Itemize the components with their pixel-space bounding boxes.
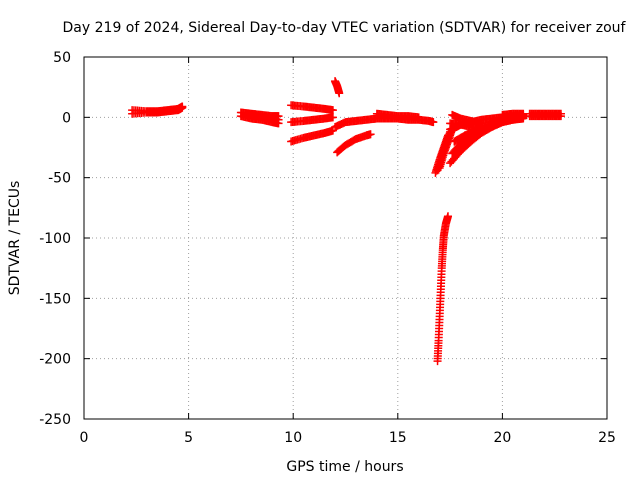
y-tick-label: -150 (39, 291, 71, 307)
y-tick-label: -50 (48, 171, 71, 187)
data-point (328, 106, 337, 115)
x-tick-label: 5 (184, 430, 193, 446)
data-point (335, 89, 344, 98)
x-tick-label: 25 (598, 430, 616, 446)
data-points (128, 77, 565, 366)
y-tick-label: -250 (39, 412, 71, 428)
y-tick-label: 50 (53, 50, 71, 66)
data-point (328, 113, 337, 122)
data-point (366, 130, 375, 139)
x-tick-label: 20 (493, 430, 511, 446)
x-tick-label: 15 (389, 430, 407, 446)
y-axis-label: SDTVAR / TECUs (7, 181, 23, 296)
x-axis-label: GPS time / hours (286, 459, 403, 475)
data-point (178, 103, 187, 112)
data-point (414, 113, 423, 122)
plot-frame (83, 56, 608, 420)
data-point (429, 118, 438, 127)
data-point (274, 115, 283, 124)
data-point (477, 124, 486, 133)
chart-title: Day 219 of 2024, Sidereal Day-to-day VTE… (63, 20, 627, 36)
data-point (556, 109, 565, 118)
y-tick-label: -100 (39, 231, 71, 247)
x-tick-labels: 0 5 10 15 20 25 (80, 430, 616, 446)
y-tick-label: -200 (39, 352, 71, 368)
x-tick-label: 10 (284, 430, 302, 446)
y-tick-label: 0 (62, 110, 71, 126)
data-point (444, 212, 453, 221)
x-tick-label: 0 (80, 430, 89, 446)
y-tick-labels: -250 -200 -150 -100 -50 0 50 (39, 50, 71, 428)
